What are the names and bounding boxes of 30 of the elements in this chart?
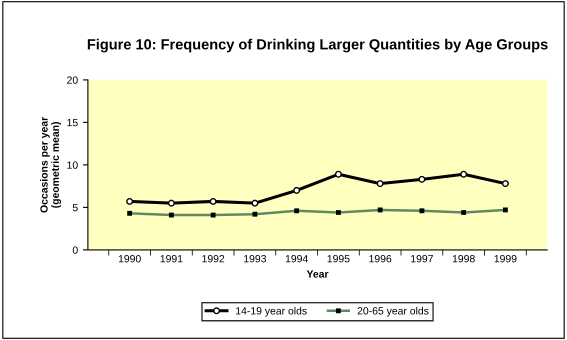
point — [460, 170, 468, 178]
chart-title: Figure 10: Frequency of Drinking Larger Quantities by Age Groups — [88, 38, 548, 52]
y-tick-label: 10 — [67, 161, 78, 169]
point — [293, 186, 300, 194]
point — [126, 198, 134, 205]
y-tick-label: 15 — [67, 119, 78, 126]
y-tick-label: 0 — [72, 246, 78, 254]
x-tick-label: 1998 — [452, 255, 475, 262]
y-axis-title: Occasions per year (geometric mean) — [40, 116, 62, 213]
point — [251, 200, 258, 207]
point — [376, 180, 384, 188]
legend-label: 20-65 year olds — [358, 306, 429, 317]
x-tick-label: 1995 — [328, 255, 350, 262]
x-axis-title: Year — [306, 270, 328, 278]
point — [502, 180, 509, 188]
x-tick-label: 1999 — [494, 255, 516, 262]
x-tick-label: 1990 — [118, 255, 141, 262]
x-tick-label: 1996 — [369, 255, 392, 262]
x-tick-label: 1997 — [411, 255, 433, 262]
point — [334, 170, 342, 178]
point — [418, 176, 426, 183]
y-tick-label: 5 — [72, 204, 78, 212]
point — [168, 200, 175, 207]
x-tick-label: 1993 — [244, 255, 266, 262]
x-tick-label: 1994 — [286, 255, 308, 262]
x-tick-label: 1992 — [202, 255, 224, 262]
legend-label: 14-19 year olds — [236, 306, 307, 317]
x-tick-label: 1991 — [160, 255, 182, 262]
y-tick-label: 20 — [67, 76, 78, 84]
point — [210, 198, 217, 205]
